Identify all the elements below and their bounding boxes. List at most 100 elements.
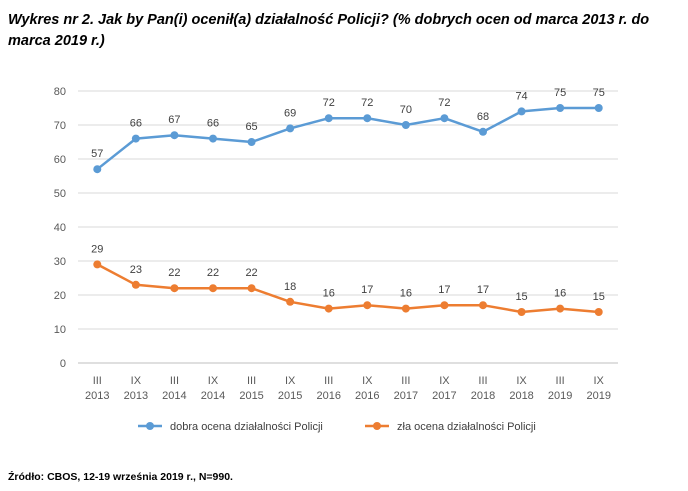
- data-point: [209, 284, 217, 293]
- data-point: [440, 114, 449, 123]
- x-tick-label: 2015: [278, 390, 302, 402]
- x-tick-label: 2018: [509, 390, 533, 402]
- data-label: 22: [168, 267, 180, 279]
- data-point: [479, 127, 487, 136]
- x-tick-label: 2014: [162, 390, 186, 402]
- data-point: [170, 131, 179, 140]
- data-point: [594, 308, 603, 316]
- data-point: [286, 124, 295, 133]
- data-label: 22: [207, 267, 219, 279]
- x-tick-label: IX: [516, 375, 527, 387]
- data-label: 57: [91, 148, 103, 160]
- gridlines: [78, 90, 618, 364]
- y-tick-label: 20: [54, 290, 66, 302]
- data-point: [131, 280, 140, 289]
- series-lines: 57 66 67 66 65 69 72 72 70 72 68 74 75 75 29 23 22 22 22 18…: [91, 87, 605, 316]
- data-point: [363, 114, 372, 123]
- data-point: [363, 301, 372, 310]
- data-point: [594, 104, 603, 112]
- data-label: 16: [323, 288, 335, 300]
- y-axis-labels: 0 10 20 30 40 50 60 70 80: [54, 86, 66, 370]
- data-point: [209, 134, 217, 143]
- data-point: [247, 284, 256, 293]
- data-label: 67: [168, 114, 180, 126]
- chart-heading: Wykres nr 2. Jak by Pan(i) ocenił(a) dzi…: [8, 12, 650, 49]
- x-tick-label: 2016: [355, 390, 379, 402]
- x-tick-label: 2019: [548, 390, 572, 402]
- series-line: [96, 263, 599, 314]
- data-point: [286, 297, 295, 306]
- data-label: 68: [477, 111, 489, 123]
- data-point: [170, 284, 179, 293]
- data-label: 66: [207, 118, 219, 130]
- data-label: 65: [245, 121, 257, 133]
- data-point: [401, 304, 410, 313]
- data-label: 75: [554, 87, 566, 99]
- data-label: 74: [515, 90, 527, 102]
- data-label: 17: [438, 284, 450, 296]
- y-tick-label: 80: [54, 86, 66, 98]
- data-point: [556, 304, 565, 313]
- data-point: [517, 107, 526, 116]
- x-tick-label: IX: [208, 375, 219, 387]
- x-tick-label: 2013: [85, 390, 109, 402]
- legend: dobra ocena działalności Policji zła ocen…: [138, 421, 536, 433]
- data-point: [517, 308, 526, 316]
- y-tick-label: 0: [60, 358, 66, 370]
- y-tick-label: 60: [54, 154, 66, 166]
- source-note: Źródło: CBOS, 12-19 września 2019 r., N=…: [8, 471, 233, 483]
- x-tick-label: 2018: [471, 390, 495, 402]
- y-tick-label: 30: [54, 256, 66, 268]
- data-label: 15: [593, 291, 605, 303]
- x-tick-label: IX: [594, 375, 605, 387]
- x-tick-label: 2014: [201, 390, 225, 402]
- x-tick-label: 2016: [316, 390, 340, 402]
- y-tick-label: 70: [54, 120, 66, 132]
- data-label: 72: [323, 97, 335, 109]
- x-tick-label: III: [478, 375, 487, 387]
- x-tick-label: III: [401, 375, 410, 387]
- y-tick-label: 40: [54, 222, 66, 234]
- data-label: 16: [400, 288, 412, 300]
- x-tick-label: III: [556, 375, 565, 387]
- x-tick-label: IX: [362, 375, 373, 387]
- data-label: 23: [130, 264, 142, 276]
- data-label: 17: [361, 284, 373, 296]
- legend-marker: [146, 422, 154, 430]
- data-label: 75: [593, 87, 605, 99]
- data-point: [324, 114, 333, 123]
- x-tick-label: 2017: [432, 390, 456, 402]
- x-tick-label: 2015: [239, 390, 263, 402]
- data-label: 72: [361, 97, 373, 109]
- data-point: [556, 104, 565, 112]
- x-tick-label: 2017: [394, 390, 418, 402]
- x-tick-label: IX: [285, 375, 296, 387]
- x-tick-label: 2013: [124, 390, 148, 402]
- data-point: [93, 165, 102, 174]
- legend-label: dobra ocena działalności Policji: [170, 421, 323, 433]
- x-tick-label: IX: [439, 375, 450, 387]
- x-tick-label: III: [170, 375, 179, 387]
- legend-marker: [373, 422, 381, 430]
- x-tick-label: III: [324, 375, 333, 387]
- y-tick-label: 50: [54, 188, 66, 200]
- data-label: 69: [284, 107, 296, 119]
- data-point: [93, 260, 102, 269]
- y-tick-label: 10: [54, 324, 66, 336]
- data-label: 22: [245, 267, 257, 279]
- data-point: [479, 301, 487, 310]
- data-label: 16: [554, 288, 566, 300]
- data-point: [131, 134, 140, 143]
- x-tick-label: III: [247, 375, 256, 387]
- data-label: 72: [438, 97, 450, 109]
- data-point: [440, 301, 449, 310]
- data-point: [324, 304, 333, 313]
- series-line: [96, 106, 599, 171]
- data-label: 18: [284, 281, 296, 293]
- data-label: 29: [91, 243, 103, 255]
- data-point: [401, 121, 410, 129]
- legend-label: zła ocena działalności Policji: [397, 421, 536, 433]
- data-label: 15: [515, 291, 527, 303]
- x-tick-label: 2019: [586, 390, 610, 402]
